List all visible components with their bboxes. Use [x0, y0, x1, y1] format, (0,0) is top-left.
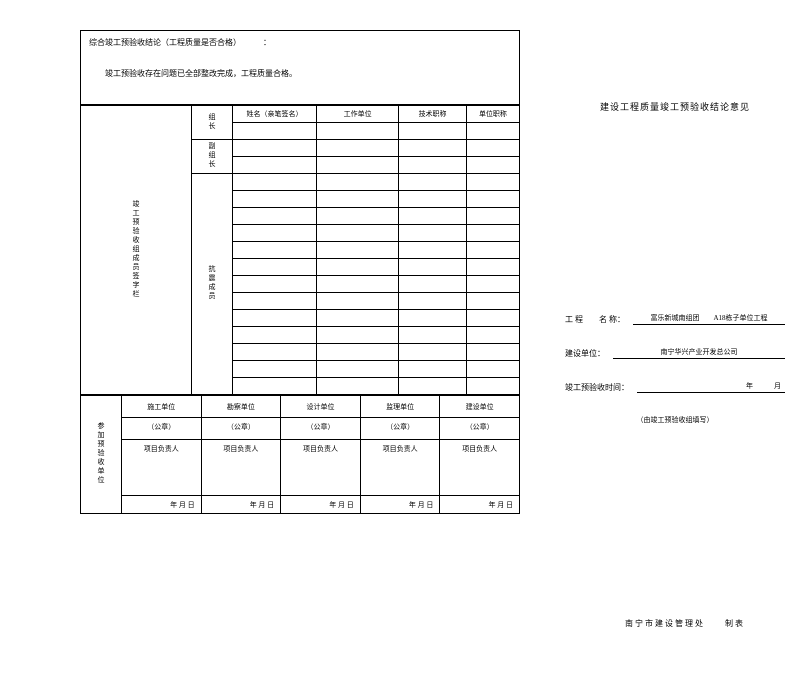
person-1: 项目负责人: [201, 440, 281, 496]
seal-3: （公章）: [360, 418, 440, 440]
col-tech: 技术职称: [399, 106, 467, 123]
unit-4: 建设单位: [440, 396, 520, 418]
right-title: 建设工程质量竣工预验收结论意见: [565, 100, 785, 113]
left-group-label: 竣工预验收组成员签字栏: [81, 106, 192, 395]
person-2: 项目负责人: [281, 440, 361, 496]
header-colon: ：: [263, 38, 271, 47]
time-value: 年 月: [637, 381, 785, 393]
date-row: 年 月 日 年 月 日 年 月 日 年 月 日 年 月 日: [81, 496, 520, 514]
unit-2: 设计单位: [281, 396, 361, 418]
right-note: （由竣工预验收组填写）: [565, 415, 785, 425]
header-box: 综合竣工预验收结论（工程质量是否合格） ： 竣工预验收存在问题已全部整改完成，工…: [80, 30, 520, 105]
person-3: 项目负责人: [360, 440, 440, 496]
unit-0: 施工单位: [122, 396, 202, 418]
col-dept: 单位职称: [466, 106, 519, 123]
seal-1: （公章）: [201, 418, 281, 440]
unit-1: 勘察单位: [201, 396, 281, 418]
date-0: 年 月 日: [122, 496, 202, 514]
bottom-label: 参加预验收单位: [81, 396, 122, 514]
right-footer: 南宁市建设管理处 制表: [625, 618, 745, 629]
seal-4: （公章）: [440, 418, 520, 440]
build-value: 南宁华兴产业开发总公司: [613, 347, 785, 359]
left-form: 综合竣工预验收结论（工程质量是否合格） ： 竣工预验收存在问题已全部整改完成，工…: [80, 30, 520, 514]
header-sub: 竣工预验收存在问题已全部整改完成，工程质量合格。: [105, 68, 511, 79]
build-row: 建设单位： 南宁华兴产业开发总公司: [565, 347, 785, 359]
sublabel-2: 副组长: [192, 140, 233, 174]
seal-2: （公章）: [281, 418, 361, 440]
time-row: 竣工预验收时间： 年 月: [565, 381, 785, 393]
header-title-text: 综合竣工预验收结论（工程质量是否合格）: [89, 38, 241, 47]
project-value: 富乐新城南组团 A18栋子单位工程: [633, 313, 785, 325]
person-4: 项目负责人: [440, 440, 520, 496]
bottom-header-row: 参加预验收单位 施工单位 勘察单位 设计单位 监理单位 建设单位: [81, 396, 520, 418]
unit-3: 监理单位: [360, 396, 440, 418]
sublabel-1: 组长: [192, 106, 233, 140]
build-label: 建设单位：: [565, 348, 605, 359]
person-0: 项目负责人: [122, 440, 202, 496]
sublabel-3: 抗震成员: [192, 174, 233, 395]
right-panel: 建设工程质量竣工预验收结论意见 工 程 名 称： 富乐新城南组团 A18栋子单位…: [565, 100, 785, 425]
col-unit: 工作单位: [317, 106, 399, 123]
date-3: 年 月 日: [360, 496, 440, 514]
seal-0: （公章）: [122, 418, 202, 440]
header-row: 竣工预验收组成员签字栏 组长 姓名（亲笔签名） 工作单位 技术职称 单位职称: [81, 106, 520, 123]
project-label: 工 程 名 称：: [565, 314, 625, 325]
seal-row: （公章） （公章） （公章） （公章） （公章）: [81, 418, 520, 440]
bottom-table: 参加预验收单位 施工单位 勘察单位 设计单位 监理单位 建设单位 （公章） （公…: [80, 395, 520, 514]
person-row: 项目负责人 项目负责人 项目负责人 项目负责人 项目负责人: [81, 440, 520, 496]
header-title: 综合竣工预验收结论（工程质量是否合格） ：: [89, 37, 511, 48]
date-4: 年 月 日: [440, 496, 520, 514]
date-1: 年 月 日: [201, 496, 281, 514]
time-label: 竣工预验收时间：: [565, 382, 629, 393]
main-table: 竣工预验收组成员签字栏 组长 姓名（亲笔签名） 工作单位 技术职称 单位职称 副…: [80, 105, 520, 395]
project-row: 工 程 名 称： 富乐新城南组团 A18栋子单位工程: [565, 313, 785, 325]
col-name: 姓名（亲笔签名）: [233, 106, 317, 123]
date-2: 年 月 日: [281, 496, 361, 514]
